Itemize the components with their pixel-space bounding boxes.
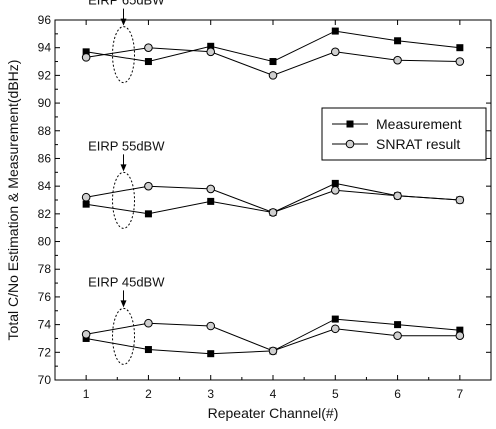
- snrat-marker: [393, 55, 402, 65]
- snrat-marker: [144, 318, 153, 328]
- measurement-marker: [331, 179, 339, 187]
- legend-box: [321, 107, 487, 161]
- series-layer: [81, 27, 465, 358]
- y-tick-label: 84: [38, 179, 52, 193]
- annotation-arrow-head: [120, 164, 127, 172]
- snrat-marker: [206, 321, 216, 331]
- eirp-label: EIRP 65dBW: [88, 0, 165, 8]
- y-tick-label: 72: [38, 345, 52, 359]
- snrat-marker: [345, 139, 355, 149]
- snrat-marker: [81, 330, 91, 339]
- y-tick-label: 92: [38, 68, 52, 82]
- series-line: [86, 30, 460, 63]
- y-tick-label: 76: [38, 290, 52, 304]
- x-tick-label: 5: [332, 387, 339, 401]
- x-tick-label: 6: [394, 387, 401, 401]
- measurement-marker: [346, 120, 354, 128]
- snrat-marker: [144, 181, 153, 191]
- snrat-marker: [206, 47, 216, 57]
- annotation-ellipse: [112, 26, 136, 84]
- legend-label: Measurement: [376, 116, 462, 132]
- snrat-marker: [393, 331, 402, 340]
- y-axis-title: Total C/No Estimation & Measurement(dBHz…: [5, 60, 21, 341]
- annotation-ellipse: [112, 307, 136, 365]
- measurement-marker: [394, 321, 402, 329]
- snrat-marker: [455, 57, 465, 66]
- annotation-ellipse: [112, 171, 136, 229]
- series-measurement: [82, 27, 464, 66]
- series-snrat-result: [81, 43, 465, 80]
- y-tick-label: 82: [38, 207, 52, 221]
- x-axis-title: Repeater Channel(#): [208, 405, 339, 421]
- snrat-marker: [455, 195, 465, 205]
- measurement-marker: [394, 37, 402, 45]
- y-tick-label: 86: [38, 151, 52, 165]
- axes: 70 72 74 76 78 80 82 84 86 88 90 92 94 96 1 2 3 4 5 6 7: [38, 13, 491, 401]
- measurement-marker: [207, 197, 215, 205]
- measurement-marker: [331, 27, 339, 35]
- snrat-marker: [330, 324, 340, 334]
- snrat-marker: [393, 191, 402, 201]
- measurement-marker: [82, 48, 90, 56]
- measurement-marker: [144, 210, 152, 218]
- legend: Measurement SNRAT result: [321, 107, 487, 161]
- annotations: EIRP 65dBW EIRP 55dBW EIRP 45dBW: [88, 0, 165, 365]
- x-tick-label: 1: [83, 387, 90, 401]
- measurement-marker: [456, 44, 464, 52]
- measurement-marker: [331, 315, 339, 323]
- series-snrat-result: [81, 181, 465, 217]
- measurement-marker: [456, 326, 464, 334]
- y-tick-label: 94: [38, 41, 52, 55]
- x-tick-label: 2: [145, 387, 152, 401]
- x-tick-label: 3: [207, 387, 214, 401]
- y-tick-label: 74: [38, 318, 52, 332]
- snrat-marker: [206, 184, 216, 194]
- measurement-marker: [144, 58, 152, 66]
- snrat-marker: [268, 208, 278, 217]
- snrat-marker: [144, 43, 153, 52]
- measurement-marker: [207, 42, 215, 50]
- x-tick-label: 4: [270, 387, 277, 401]
- eirp-label: EIRP 55dBW: [88, 138, 165, 153]
- y-tick-label: 70: [38, 373, 52, 387]
- measurement-marker: [144, 346, 152, 354]
- annotation-arrow-head: [120, 18, 127, 26]
- measurement-marker: [269, 58, 277, 66]
- measurement-marker: [207, 350, 215, 358]
- snrat-marker: [330, 186, 340, 195]
- snrat-marker: [455, 331, 465, 340]
- y-tick-label: 90: [38, 96, 52, 110]
- x-tick-label: 7: [457, 387, 464, 401]
- y-tick-label: 96: [38, 13, 52, 27]
- measurement-marker: [82, 200, 90, 208]
- y-tick-label: 78: [38, 262, 52, 276]
- snrat-marker: [268, 71, 278, 80]
- snrat-marker: [268, 346, 278, 356]
- snrat-marker: [330, 47, 340, 57]
- snrat-marker: [81, 53, 91, 62]
- y-tick-label: 80: [38, 235, 52, 249]
- series-snrat-result: [81, 318, 465, 356]
- eirp-label: EIRP 45dBW: [88, 274, 165, 289]
- annotation-arrow-head: [120, 300, 127, 308]
- snrat-marker: [81, 192, 91, 202]
- y-tick-label: 88: [38, 124, 52, 138]
- legend-label: SNRAT result: [376, 136, 460, 152]
